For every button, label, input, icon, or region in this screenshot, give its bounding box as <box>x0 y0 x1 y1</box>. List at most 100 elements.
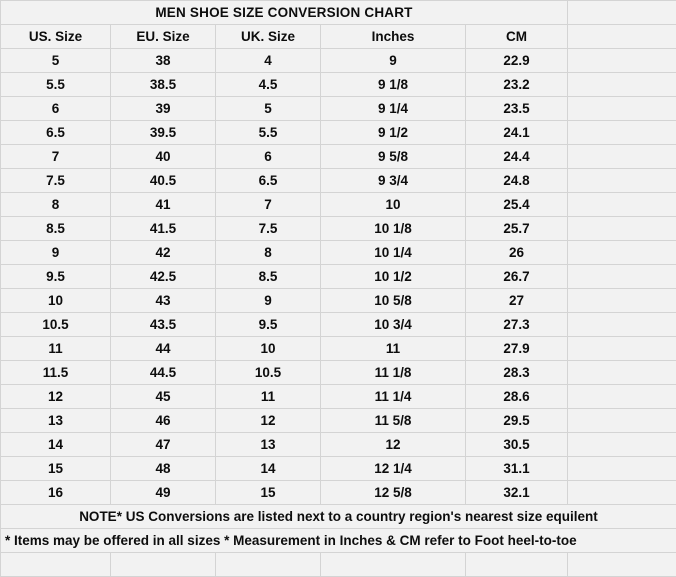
cell-cm[interactable]: 25.4 <box>466 193 568 217</box>
cell-inches[interactable]: 10 <box>321 193 466 217</box>
cell-cm[interactable]: 23.2 <box>466 73 568 97</box>
cell-uk-size[interactable]: 9 <box>216 289 321 313</box>
empty-cell[interactable] <box>568 25 676 49</box>
column-header-us-size[interactable]: US. Size <box>1 25 111 49</box>
cell-uk-size[interactable]: 4 <box>216 49 321 73</box>
cell-inches[interactable]: 12 1/4 <box>321 457 466 481</box>
empty-cell[interactable] <box>568 409 676 433</box>
cell-cm[interactable]: 27 <box>466 289 568 313</box>
cell-eu-size[interactable]: 43.5 <box>111 313 216 337</box>
cell-uk-size[interactable]: 4.5 <box>216 73 321 97</box>
cell-inches[interactable]: 10 1/8 <box>321 217 466 241</box>
cell-cm[interactable]: 26 <box>466 241 568 265</box>
empty-cell[interactable] <box>568 49 676 73</box>
empty-cell[interactable] <box>321 553 466 577</box>
cell-uk-size[interactable]: 7.5 <box>216 217 321 241</box>
empty-cell[interactable] <box>111 553 216 577</box>
cell-us-size[interactable]: 7 <box>1 145 111 169</box>
cell-cm[interactable]: 25.7 <box>466 217 568 241</box>
cell-uk-size[interactable]: 14 <box>216 457 321 481</box>
cell-us-size[interactable]: 16 <box>1 481 111 505</box>
cell-inches[interactable]: 10 1/2 <box>321 265 466 289</box>
cell-inches[interactable]: 12 5/8 <box>321 481 466 505</box>
cell-eu-size[interactable]: 44 <box>111 337 216 361</box>
empty-cell[interactable] <box>568 361 676 385</box>
cell-uk-size[interactable]: 12 <box>216 409 321 433</box>
cell-uk-size[interactable]: 10.5 <box>216 361 321 385</box>
cell-eu-size[interactable]: 44.5 <box>111 361 216 385</box>
empty-cell[interactable] <box>568 1 676 25</box>
cell-cm[interactable]: 22.9 <box>466 49 568 73</box>
empty-cell[interactable] <box>568 457 676 481</box>
empty-cell[interactable] <box>568 385 676 409</box>
cell-eu-size[interactable]: 45 <box>111 385 216 409</box>
cell-uk-size[interactable]: 10 <box>216 337 321 361</box>
cell-cm[interactable]: 24.1 <box>466 121 568 145</box>
empty-cell[interactable] <box>568 73 676 97</box>
empty-cell[interactable] <box>216 553 321 577</box>
cell-us-size[interactable]: 13 <box>1 409 111 433</box>
cell-eu-size[interactable]: 49 <box>111 481 216 505</box>
column-header-eu-size[interactable]: EU. Size <box>111 25 216 49</box>
cell-inches[interactable]: 9 1/8 <box>321 73 466 97</box>
cell-eu-size[interactable]: 46 <box>111 409 216 433</box>
cell-us-size[interactable]: 11.5 <box>1 361 111 385</box>
cell-uk-size[interactable]: 6 <box>216 145 321 169</box>
cell-cm[interactable]: 24.8 <box>466 169 568 193</box>
empty-cell[interactable] <box>568 241 676 265</box>
cell-uk-size[interactable]: 8 <box>216 241 321 265</box>
cell-inches[interactable]: 11 1/4 <box>321 385 466 409</box>
cell-cm[interactable]: 32.1 <box>466 481 568 505</box>
cell-cm[interactable]: 31.1 <box>466 457 568 481</box>
cell-us-size[interactable]: 10 <box>1 289 111 313</box>
cell-eu-size[interactable]: 39 <box>111 97 216 121</box>
column-header-inches[interactable]: Inches <box>321 25 466 49</box>
empty-cell[interactable] <box>568 217 676 241</box>
cell-eu-size[interactable]: 40.5 <box>111 169 216 193</box>
cell-us-size[interactable]: 6 <box>1 97 111 121</box>
cell-us-size[interactable]: 14 <box>1 433 111 457</box>
cell-inches[interactable]: 11 5/8 <box>321 409 466 433</box>
cell-eu-size[interactable]: 42.5 <box>111 265 216 289</box>
cell-eu-size[interactable]: 38.5 <box>111 73 216 97</box>
cell-us-size[interactable]: 12 <box>1 385 111 409</box>
cell-us-size[interactable]: 9 <box>1 241 111 265</box>
cell-uk-size[interactable]: 6.5 <box>216 169 321 193</box>
cell-us-size[interactable]: 11 <box>1 337 111 361</box>
cell-eu-size[interactable]: 40 <box>111 145 216 169</box>
cell-inches[interactable]: 9 1/2 <box>321 121 466 145</box>
cell-inches[interactable]: 10 3/4 <box>321 313 466 337</box>
cell-cm[interactable]: 23.5 <box>466 97 568 121</box>
cell-uk-size[interactable]: 11 <box>216 385 321 409</box>
cell-cm[interactable]: 26.7 <box>466 265 568 289</box>
empty-cell[interactable] <box>568 337 676 361</box>
cell-uk-size[interactable]: 5 <box>216 97 321 121</box>
cell-inches[interactable]: 11 <box>321 337 466 361</box>
cell-cm[interactable]: 24.4 <box>466 145 568 169</box>
cell-uk-size[interactable]: 8.5 <box>216 265 321 289</box>
cell-inches[interactable]: 9 <box>321 49 466 73</box>
cell-uk-size[interactable]: 15 <box>216 481 321 505</box>
empty-cell[interactable] <box>1 553 111 577</box>
empty-cell[interactable] <box>568 289 676 313</box>
cell-eu-size[interactable]: 48 <box>111 457 216 481</box>
cell-inches[interactable]: 9 5/8 <box>321 145 466 169</box>
cell-inches[interactable]: 11 1/8 <box>321 361 466 385</box>
empty-cell[interactable] <box>568 313 676 337</box>
empty-cell[interactable] <box>568 121 676 145</box>
cell-inches[interactable]: 9 3/4 <box>321 169 466 193</box>
cell-us-size[interactable]: 8 <box>1 193 111 217</box>
cell-uk-size[interactable]: 9.5 <box>216 313 321 337</box>
cell-uk-size[interactable]: 7 <box>216 193 321 217</box>
empty-cell[interactable] <box>568 265 676 289</box>
empty-cell[interactable] <box>466 553 568 577</box>
cell-eu-size[interactable]: 41.5 <box>111 217 216 241</box>
empty-cell[interactable] <box>568 145 676 169</box>
cell-uk-size[interactable]: 13 <box>216 433 321 457</box>
column-header-uk-size[interactable]: UK. Size <box>216 25 321 49</box>
cell-us-size[interactable]: 5.5 <box>1 73 111 97</box>
cell-eu-size[interactable]: 41 <box>111 193 216 217</box>
empty-cell[interactable] <box>568 553 676 577</box>
empty-cell[interactable] <box>568 193 676 217</box>
cell-eu-size[interactable]: 43 <box>111 289 216 313</box>
